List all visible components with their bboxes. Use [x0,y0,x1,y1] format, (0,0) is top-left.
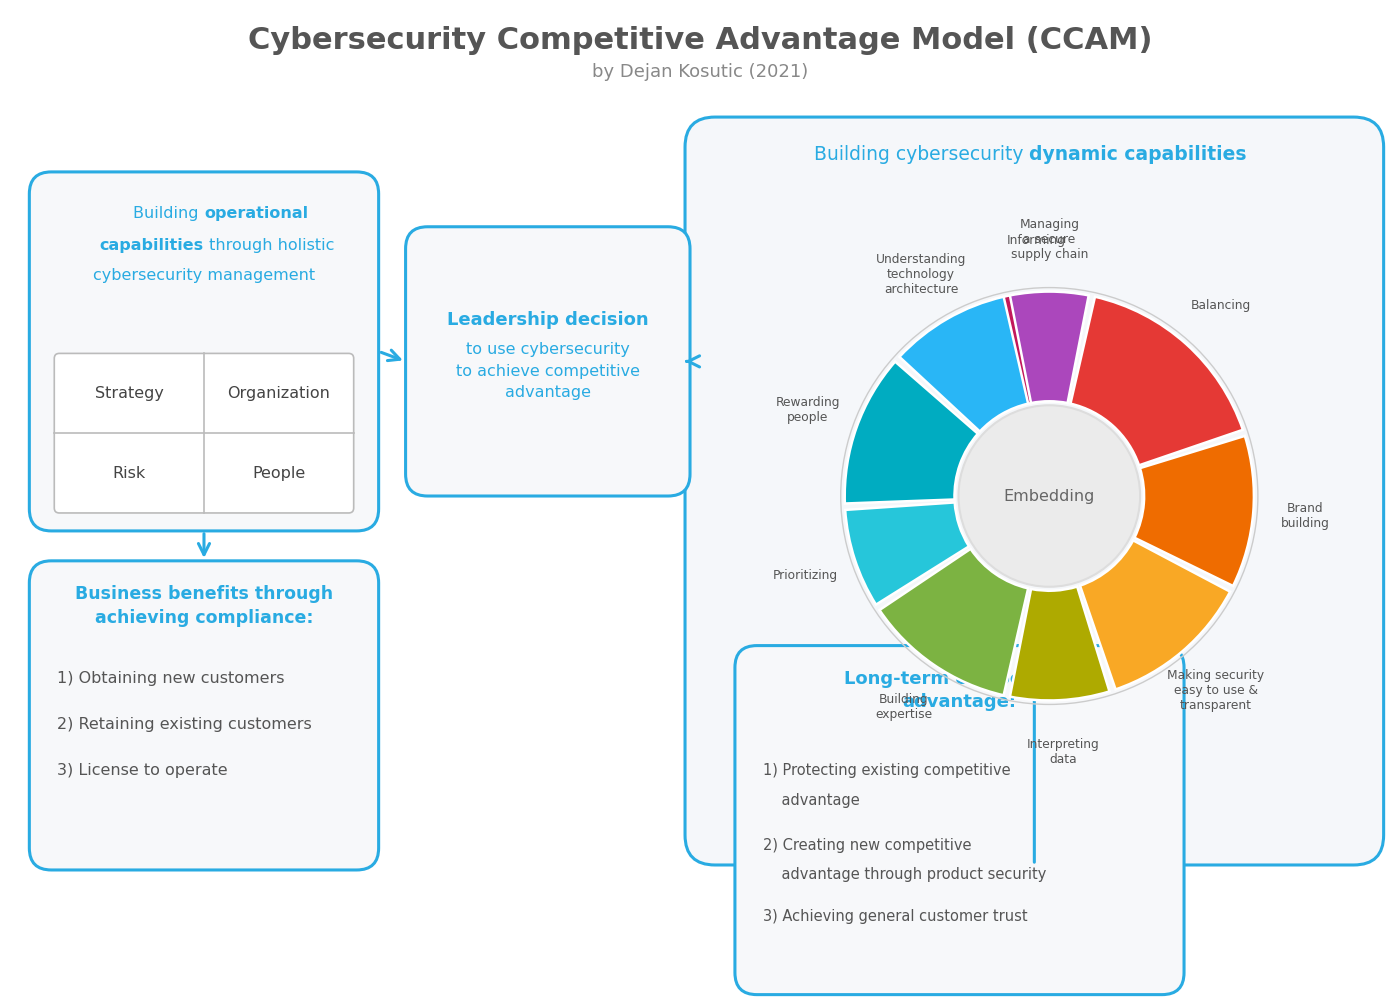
Text: Rewarding
people: Rewarding people [776,396,840,424]
Text: advantage: advantage [763,793,860,808]
Wedge shape [1009,291,1089,403]
Wedge shape [1071,296,1243,465]
Wedge shape [1134,435,1254,586]
Wedge shape [1079,541,1231,690]
Text: capabilities: capabilities [99,238,204,253]
Text: Leadership decision: Leadership decision [447,310,648,328]
Text: 1) Obtaining new customers: 1) Obtaining new customers [57,671,284,686]
Text: Cybersecurity Competitive Advantage Model (CCAM): Cybersecurity Competitive Advantage Mode… [248,26,1152,55]
Text: to use cybersecurity
to achieve competitive
advantage: to use cybersecurity to achieve competit… [456,342,640,400]
Text: 1) Protecting existing competitive: 1) Protecting existing competitive [763,763,1011,778]
Text: Building
expertise: Building expertise [875,694,932,722]
Wedge shape [990,291,1089,405]
FancyBboxPatch shape [735,646,1184,995]
Text: Informing: Informing [1007,233,1065,246]
Text: Business benefits through
achieving compliance:: Business benefits through achieving comp… [76,585,333,627]
FancyBboxPatch shape [29,561,378,870]
Text: by Dejan Kosutic (2021): by Dejan Kosutic (2021) [592,63,808,81]
Text: People: People [252,465,305,480]
Wedge shape [899,296,1028,431]
Text: 3) Achieving general customer trust: 3) Achieving general customer trust [763,909,1028,924]
Text: Embedding: Embedding [1004,488,1095,504]
Text: Organization: Organization [227,385,330,400]
Text: Making security
easy to use &
transparent: Making security easy to use & transparen… [1168,670,1264,713]
Text: through holistic: through holistic [204,238,335,253]
FancyBboxPatch shape [55,353,354,513]
Text: Understanding
technology
architecture: Understanding technology architecture [876,252,966,295]
Text: cybersecurity management: cybersecurity management [92,268,315,283]
Text: operational: operational [204,206,308,221]
Circle shape [959,405,1140,587]
Text: Building: Building [133,206,204,221]
FancyBboxPatch shape [29,172,378,531]
Wedge shape [844,361,977,504]
Text: 2) Creating new competitive: 2) Creating new competitive [763,838,972,853]
Wedge shape [879,549,1028,696]
FancyBboxPatch shape [406,227,690,496]
Wedge shape [846,503,969,605]
FancyBboxPatch shape [685,117,1383,865]
Text: Building cybersecurity: Building cybersecurity [813,145,1029,164]
Text: advantage through product security: advantage through product security [763,868,1046,883]
Text: dynamic capabilities: dynamic capabilities [1029,145,1247,164]
Text: Interpreting
data: Interpreting data [1026,738,1099,766]
Text: 2) Retaining existing customers: 2) Retaining existing customers [57,717,312,732]
Wedge shape [1009,587,1109,701]
Text: Brand
building: Brand building [1281,503,1330,531]
Text: Prioritizing: Prioritizing [773,569,839,582]
Text: Strategy: Strategy [95,385,164,400]
Text: 3) License to operate: 3) License to operate [57,763,228,778]
Text: Balancing: Balancing [1191,299,1252,312]
Text: Long-term competitive
advantage:: Long-term competitive advantage: [844,670,1075,712]
Text: Managing
a secure
supply chain: Managing a secure supply chain [1011,218,1088,261]
Text: Risk: Risk [112,465,146,480]
